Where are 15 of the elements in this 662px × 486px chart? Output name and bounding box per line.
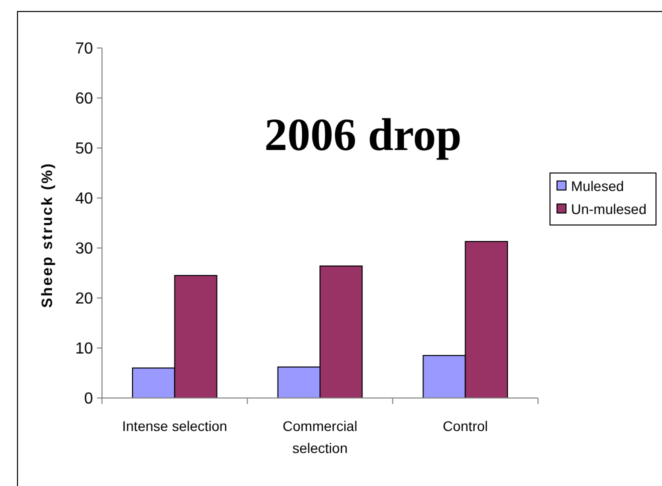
legend-label: Mulesed: [571, 178, 624, 194]
annotation: 2006 drop: [264, 109, 462, 160]
y-tick-label: 10: [75, 340, 94, 358]
y-tick-label: 70: [75, 40, 94, 58]
y-tick-label: 0: [84, 390, 94, 408]
x-tick-label: Intense selection: [122, 418, 228, 434]
y-tick-label: 30: [75, 240, 94, 258]
y-tick-label: 60: [75, 90, 94, 108]
x-tick-label: Commercial selection: [282, 418, 358, 456]
y-tick-label: 50: [75, 140, 94, 158]
y-tick-label: 20: [75, 290, 94, 308]
y-axis-title: Sheep struck (%): [39, 162, 56, 308]
legend-label: Un-mulesed: [571, 200, 646, 217]
x-tick-label: Control: [442, 418, 488, 434]
y-tick-label: 40: [75, 190, 94, 208]
